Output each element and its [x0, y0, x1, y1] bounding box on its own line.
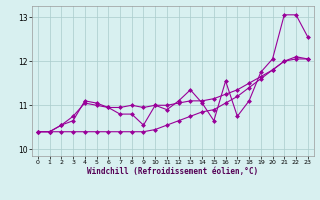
X-axis label: Windchill (Refroidissement éolien,°C): Windchill (Refroidissement éolien,°C)	[87, 167, 258, 176]
